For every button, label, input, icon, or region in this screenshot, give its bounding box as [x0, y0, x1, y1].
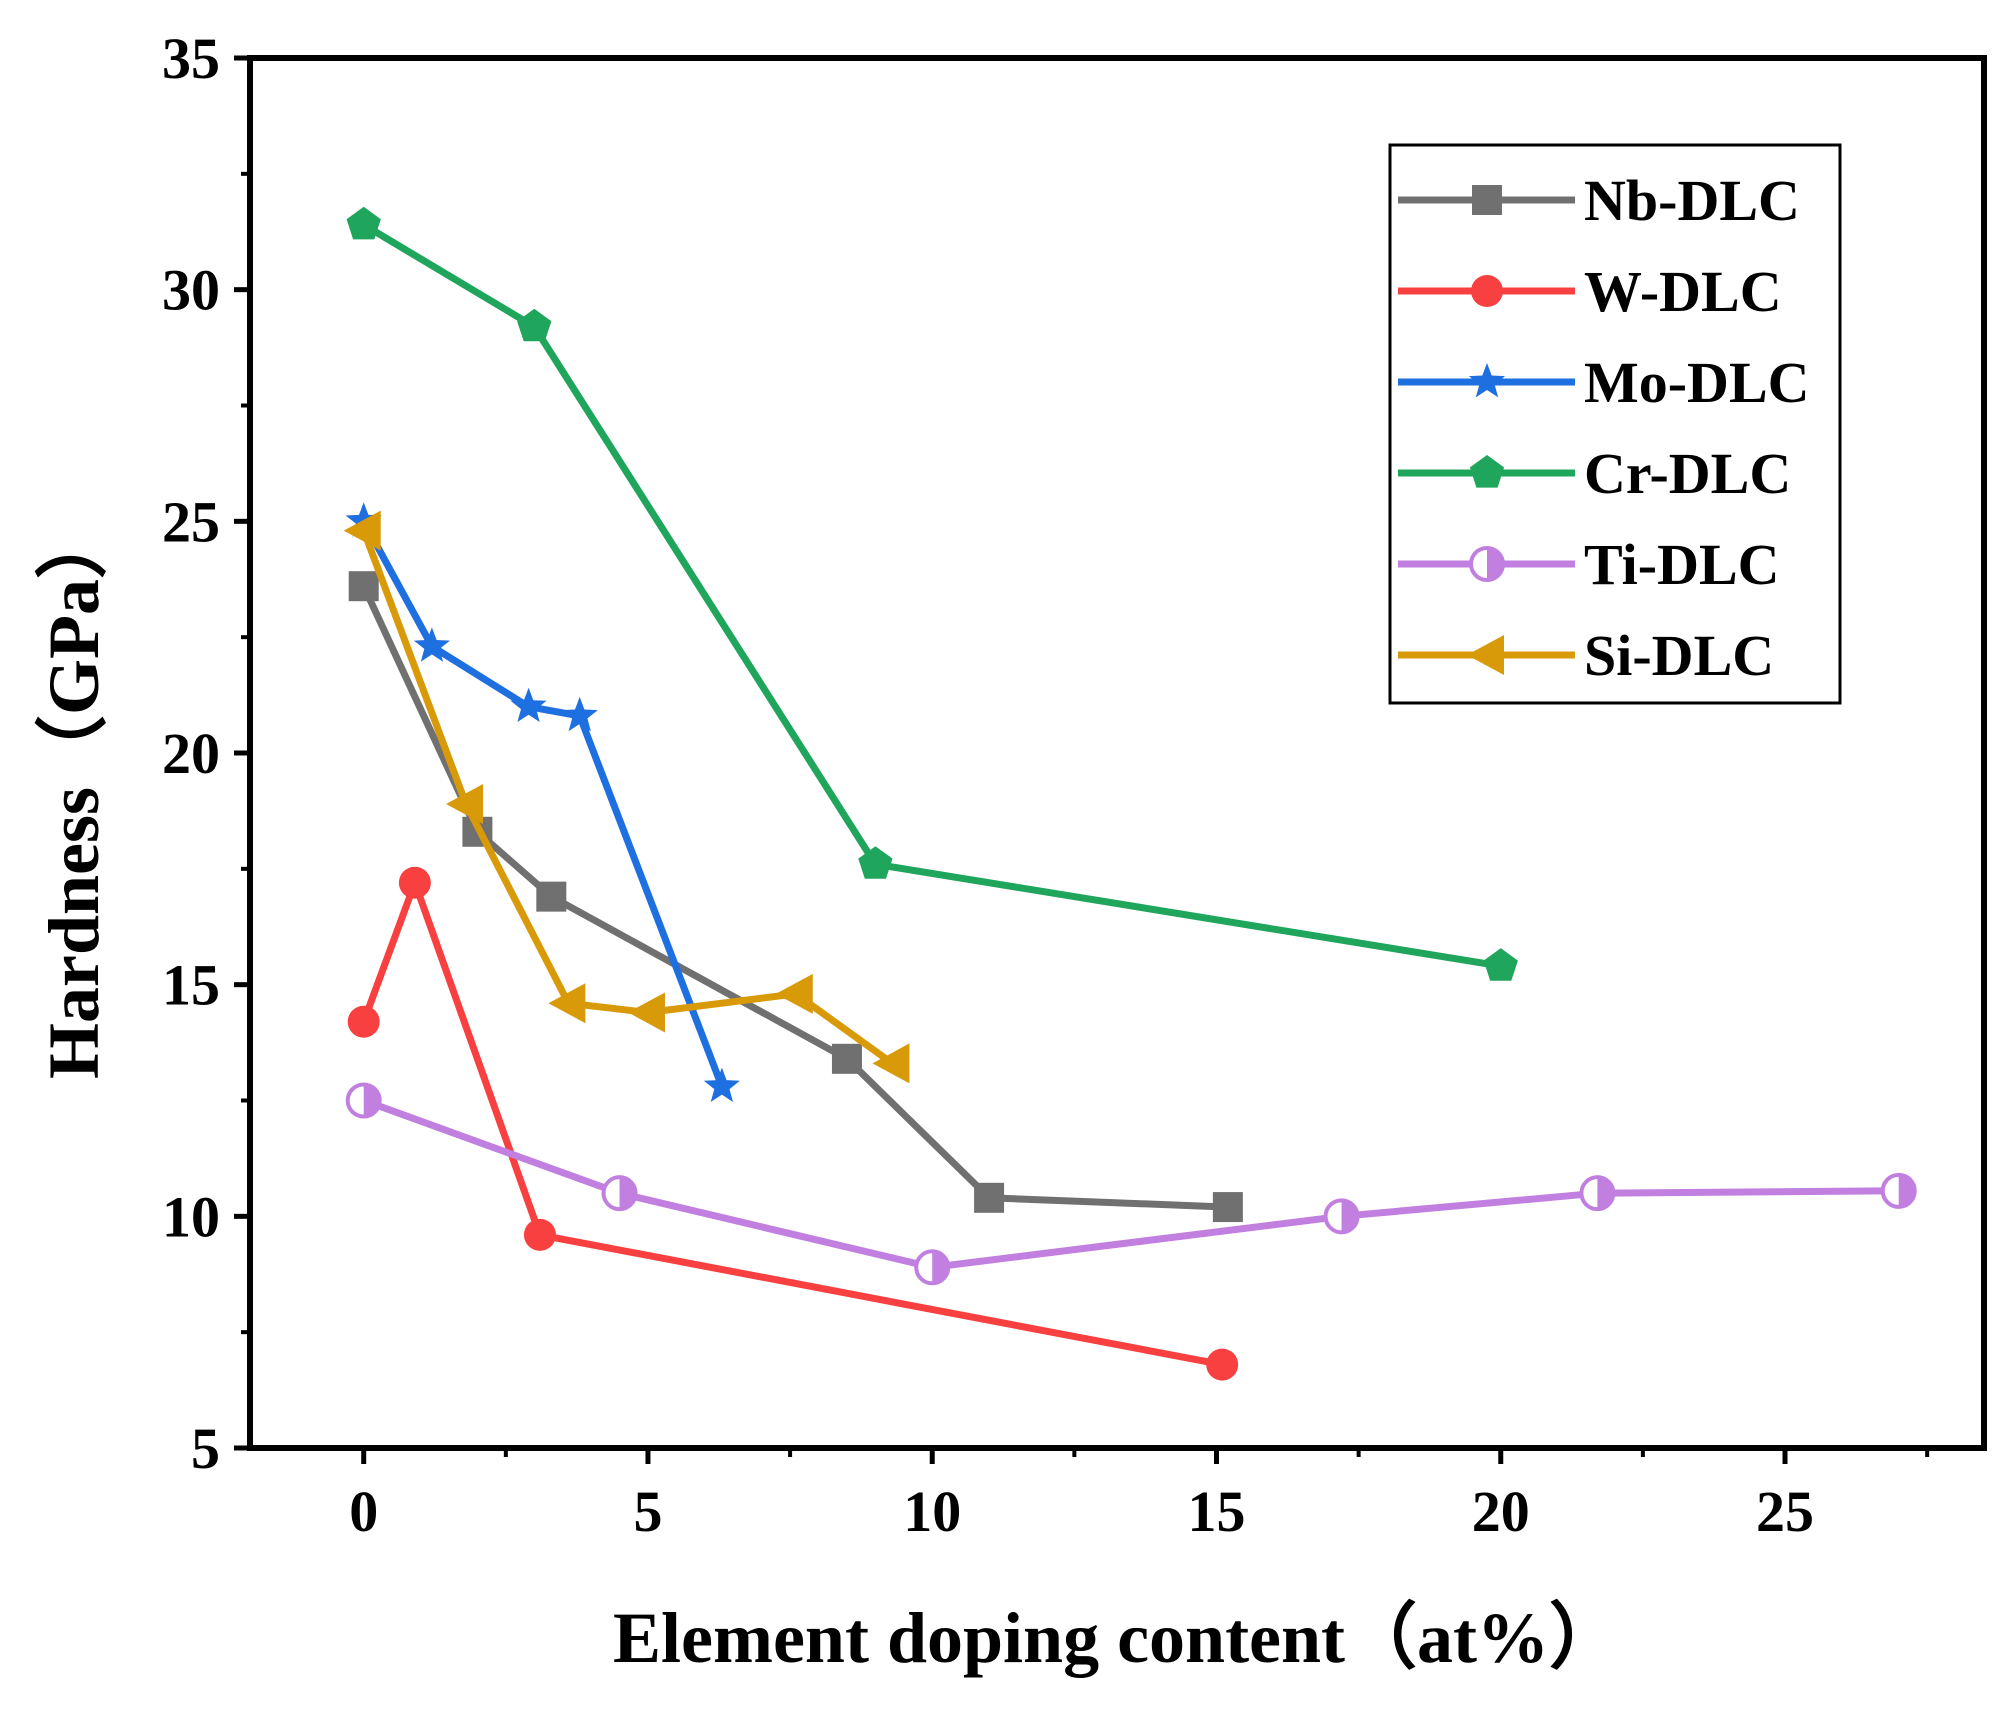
x-tick-label: 20	[1472, 1479, 1530, 1544]
x-tick-label: 0	[349, 1479, 378, 1544]
series-layer	[343, 206, 1917, 1381]
data-point-mo-dlc	[413, 627, 450, 662]
legend-marker	[1468, 363, 1506, 398]
series-cr-dlc	[346, 206, 1518, 981]
data-point-ti-dlc	[345, 1082, 382, 1119]
data-point-w-dlc	[347, 1005, 380, 1038]
marker-fill	[1597, 1177, 1614, 1210]
data-point-si-dlc	[775, 973, 813, 1014]
data-point-si-dlc	[548, 983, 586, 1024]
legend-label: W-DLC	[1584, 259, 1782, 324]
legend-item-nb-dlc: Nb-DLC	[1398, 168, 1800, 233]
y-tick-label: 20	[162, 721, 220, 786]
legend-label: Nb-DLC	[1584, 168, 1800, 233]
series-w-dlc	[347, 866, 1239, 1381]
data-point-nb-dlc	[536, 881, 567, 912]
data-point-cr-dlc	[346, 206, 381, 240]
data-point-cr-dlc	[517, 308, 552, 342]
marker-fill	[1341, 1200, 1358, 1233]
data-point-cr-dlc	[1483, 948, 1518, 981]
legend-marker	[1469, 455, 1505, 488]
data-point-si-dlc	[872, 1043, 910, 1084]
data-point-ti-dlc	[914, 1249, 951, 1286]
data-point-mo-dlc	[561, 696, 598, 732]
series-si-dlc	[343, 510, 910, 1084]
marker-fill	[1487, 548, 1503, 580]
legend-item-mo-dlc: Mo-DLC	[1398, 350, 1810, 415]
data-point-nb-dlc	[348, 571, 379, 602]
legend-item-cr-dlc: Cr-DLC	[1398, 441, 1791, 506]
y-axis-title: Hardness（GPa）	[34, 507, 114, 1079]
tick-layer: 5 10 15 20 25 30 35 0 5 10 15 20 25	[162, 26, 1930, 1544]
marker-fill	[1898, 1174, 1915, 1207]
y-tick-label: 10	[162, 1184, 220, 1249]
series-line-cr-dlc	[361, 221, 1502, 970]
legend-item-ti-dlc: Ti-DLC	[1398, 532, 1780, 597]
legend-label: Si-DLC	[1584, 623, 1774, 688]
data-point-si-dlc	[627, 992, 665, 1033]
legend-marker	[1472, 185, 1502, 215]
x-axis-title: Element doping content（at%）	[613, 1598, 1621, 1678]
data-point-w-dlc	[523, 1218, 556, 1251]
x-tick-label: 10	[903, 1479, 961, 1544]
data-point-cr-dlc	[858, 846, 893, 879]
data-point-w-dlc	[398, 866, 431, 899]
data-point-mo-dlc	[345, 502, 382, 537]
data-point-mo-dlc	[510, 687, 547, 722]
legend: Nb-DLC W-DLC Mo-DLC Cr-DLC Ti-DLC Si-DLC	[1388, 143, 1842, 705]
data-point-w-dlc	[1206, 1348, 1239, 1381]
data-point-ti-dlc	[1579, 1175, 1616, 1212]
x-tick-label: 15	[1187, 1479, 1245, 1544]
series-mo-dlc	[345, 502, 740, 1102]
legend-item-si-dlc: Si-DLC	[1398, 623, 1774, 688]
data-point-si-dlc	[446, 783, 484, 824]
data-point-ti-dlc	[601, 1175, 638, 1212]
y-tick-label: 35	[162, 26, 220, 91]
y-tick-label: 15	[162, 953, 220, 1018]
legend-label: Cr-DLC	[1584, 441, 1791, 506]
legend-label: Ti-DLC	[1584, 532, 1780, 597]
y-tick-label: 30	[162, 258, 220, 323]
x-tick-label: 5	[633, 1479, 662, 1544]
data-point-nb-dlc	[831, 1043, 862, 1074]
data-point-ti-dlc	[1323, 1198, 1360, 1235]
legend-box	[1388, 143, 1842, 705]
data-point-ti-dlc	[1880, 1172, 1917, 1209]
y-tick-label: 25	[162, 489, 220, 554]
data-point-nb-dlc	[1212, 1192, 1243, 1223]
marker-fill	[363, 1084, 380, 1117]
marker-fill	[619, 1177, 636, 1210]
series-ti-dlc	[345, 1082, 1917, 1286]
legend-marker	[1469, 546, 1505, 582]
data-point-mo-dlc	[703, 1067, 740, 1102]
legend-marker	[1467, 635, 1504, 675]
data-point-nb-dlc	[974, 1182, 1005, 1213]
y-tick-label: 5	[191, 1416, 220, 1481]
legend-label: Mo-DLC	[1584, 350, 1810, 415]
marker-fill	[932, 1251, 949, 1284]
data-point-si-dlc	[343, 510, 381, 551]
legend-item-w-dlc: W-DLC	[1398, 259, 1782, 324]
series-line-w-dlc	[360, 879, 1223, 1369]
x-tick-label: 25	[1756, 1479, 1814, 1544]
legend-marker	[1471, 275, 1503, 307]
series-line-ti-dlc	[362, 1097, 1899, 1271]
